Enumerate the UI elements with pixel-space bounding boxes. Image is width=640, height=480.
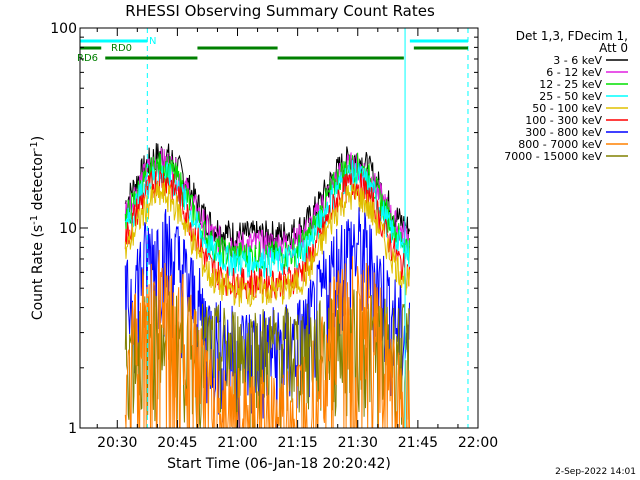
y-axis-label-end: ) (30, 136, 46, 141)
y-axis-label: Count Rate (s-1 detector-1) (29, 136, 47, 320)
x-tick-label: 21:30 (338, 435, 378, 451)
x-axis-label: Start Time (06-Jan-18 20:20:42) (167, 456, 391, 472)
y-axis-label-sup2: -1 (29, 141, 40, 151)
x-tick-label: 21:00 (217, 435, 257, 451)
y-axis-label-main: Count Rate (s (30, 225, 46, 320)
flag-label-n: N (149, 36, 156, 47)
y-tick-label: 10 (59, 221, 77, 237)
footer-timestamp: 2-Sep-2022 14:01 (555, 467, 636, 477)
x-tick-label: 21:15 (277, 435, 317, 451)
legend-header-line2: Att 0 (599, 41, 628, 55)
flag-label-rd0: RD0 (111, 43, 132, 54)
y-tick-label: 1 (68, 421, 77, 437)
x-tick-label: 22:00 (458, 435, 498, 451)
x-tick-label: 20:45 (157, 435, 197, 451)
data-layer (125, 143, 409, 428)
y-axis-label-mid: detector (30, 151, 46, 215)
legend-label: 7000 - 15000 keV (504, 150, 602, 163)
chart-title: RHESSI Observing Summary Count Rates (125, 2, 435, 20)
x-tick-label: 20:30 (97, 435, 137, 451)
y-axis-label-sup1: -1 (29, 215, 40, 225)
y-tick-label: 100 (50, 21, 77, 37)
x-tick-label: 21:45 (398, 435, 438, 451)
